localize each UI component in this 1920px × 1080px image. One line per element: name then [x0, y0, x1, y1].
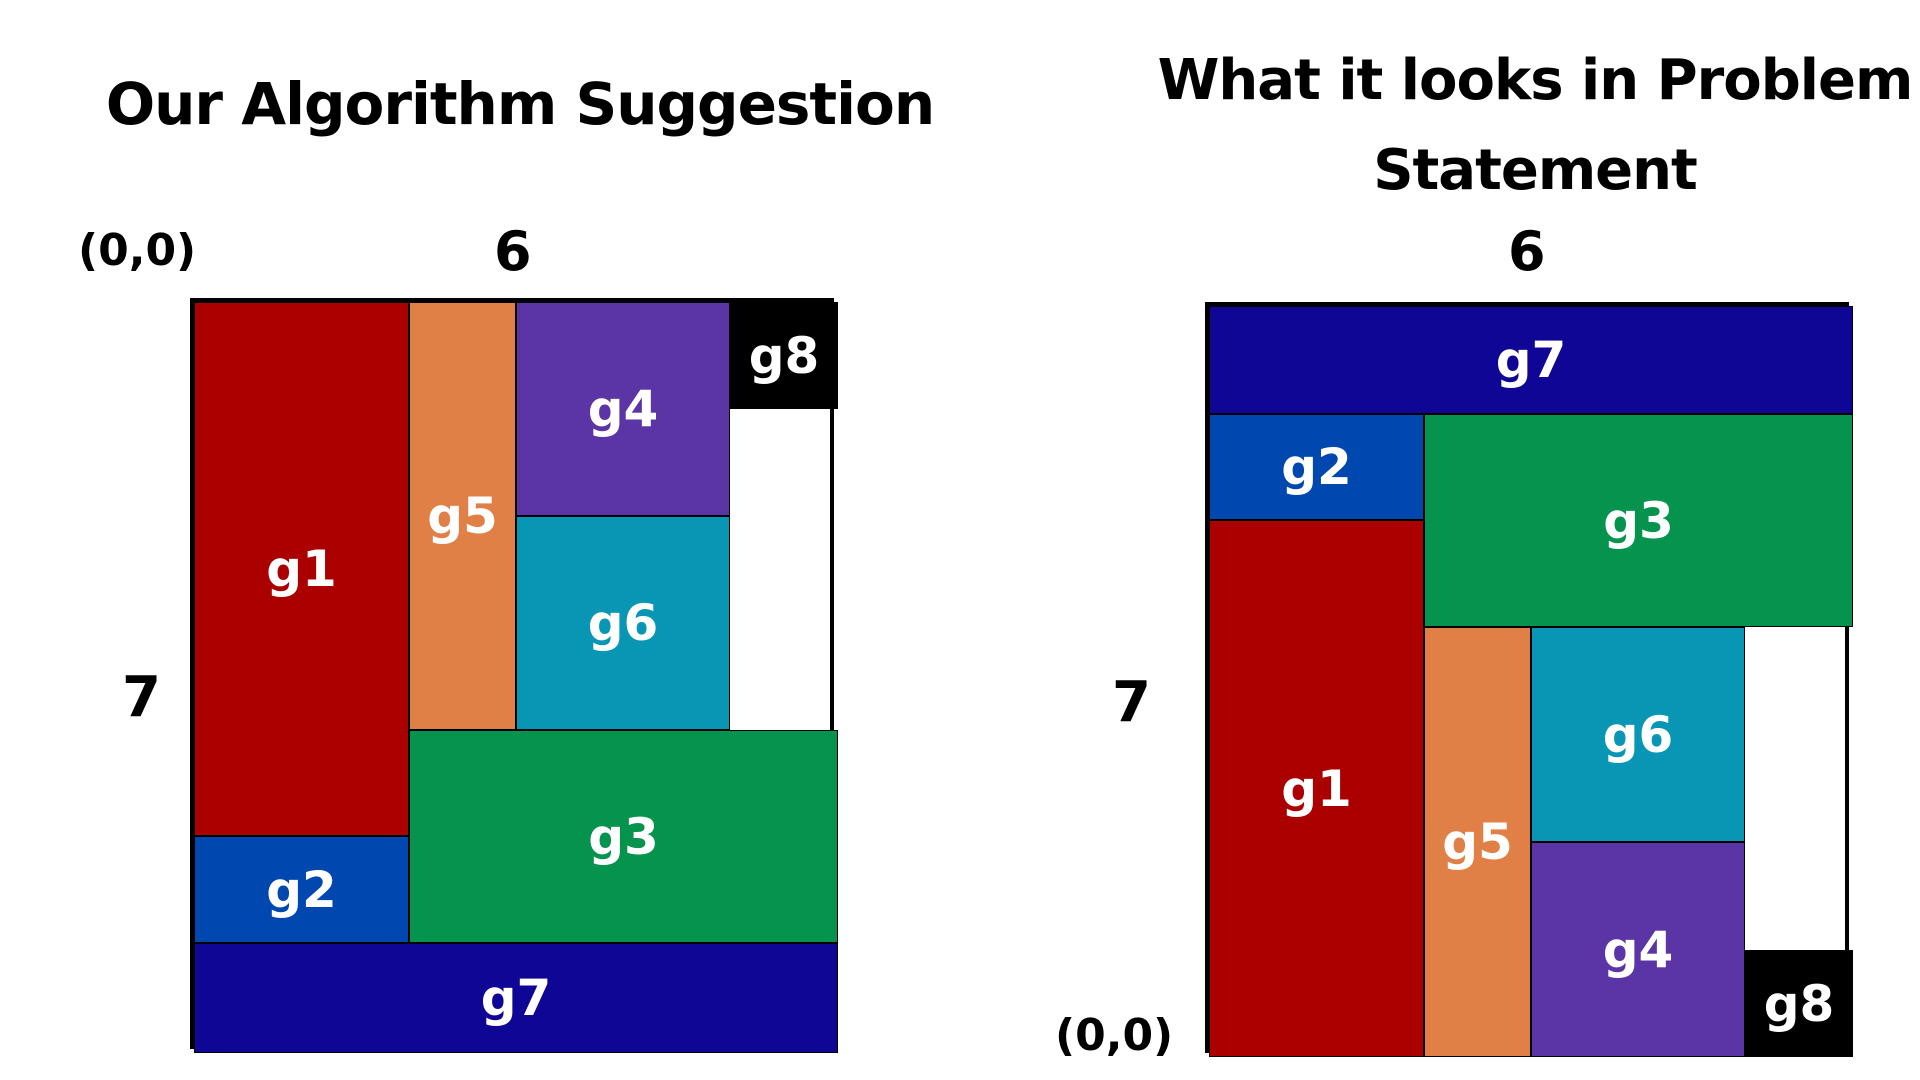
- block-label-g3: g3: [1603, 491, 1674, 550]
- block-label-g5: g5: [1442, 813, 1513, 871]
- left-block-g1: g1: [194, 302, 409, 836]
- right-block-g6: g6: [1531, 627, 1745, 842]
- right-block-g7: g7: [1209, 306, 1853, 414]
- right-block-g2: g2: [1209, 414, 1424, 520]
- left-block-g8: g8: [730, 302, 838, 409]
- left-block-g3: g3: [409, 730, 838, 943]
- block-label-g7: g7: [480, 969, 552, 1027]
- block-label-g2: g2: [1281, 438, 1352, 496]
- block-label-g4: g4: [1602, 920, 1674, 979]
- left-block-g2: g2: [194, 836, 409, 943]
- block-label-g1: g1: [266, 540, 337, 598]
- right-block-g1: g1: [1209, 520, 1424, 1057]
- right-width-label: 6: [1508, 220, 1546, 283]
- block-label-g8: g8: [748, 326, 820, 385]
- block-label-g1: g1: [1281, 759, 1352, 818]
- block-label-g5: g5: [427, 487, 498, 545]
- right-block-g4: g4: [1531, 842, 1745, 1057]
- right-container: g7 g2 g3 g1 g5 g6 g4 g8: [1205, 302, 1853, 1057]
- block-label-g6: g6: [587, 594, 659, 652]
- left-block-g4: g4: [516, 302, 730, 516]
- block-label-g4: g4: [587, 380, 659, 438]
- block-label-g7: g7: [1495, 331, 1567, 389]
- right-block-g8: g8: [1745, 950, 1853, 1057]
- right-block-g3: g3: [1424, 414, 1853, 627]
- left-container: g1 g5 g4 g8 g6 g3 g2 g7: [190, 298, 838, 1053]
- left-height-label: 7: [122, 665, 161, 730]
- block-label-g2: g2: [266, 860, 337, 919]
- right-diagram-title: What it looks in Problem Statement: [1157, 48, 1914, 203]
- block-label-g8: g8: [1763, 974, 1835, 1033]
- left-origin-label: (0,0): [78, 225, 197, 276]
- block-label-g3: g3: [588, 807, 659, 866]
- right-origin-label: (0,0): [1055, 1010, 1174, 1061]
- left-block-g5: g5: [409, 302, 516, 730]
- left-block-g7: g7: [194, 943, 838, 1053]
- left-diagram-title: Our Algorithm Suggestion: [105, 70, 935, 138]
- block-label-g6: g6: [1602, 705, 1674, 764]
- right-block-g5: g5: [1424, 627, 1531, 1057]
- left-block-g6: g6: [516, 516, 730, 730]
- right-height-label: 7: [1112, 670, 1151, 735]
- left-width-label: 6: [494, 220, 532, 283]
